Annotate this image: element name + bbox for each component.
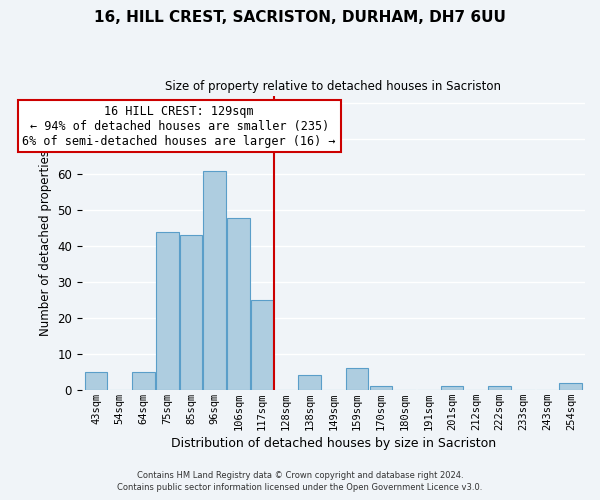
Bar [180, 236, 202, 390]
Y-axis label: Number of detached properties: Number of detached properties [38, 150, 52, 336]
Title: Size of property relative to detached houses in Sacriston: Size of property relative to detached ho… [166, 80, 502, 93]
Bar [227, 218, 250, 390]
Bar [132, 372, 155, 390]
Bar [251, 300, 274, 390]
Bar [346, 368, 368, 390]
Bar [370, 386, 392, 390]
Bar [298, 376, 321, 390]
X-axis label: Distribution of detached houses by size in Sacriston: Distribution of detached houses by size … [171, 437, 496, 450]
Bar [488, 386, 511, 390]
Text: 16 HILL CREST: 129sqm
← 94% of detached houses are smaller (235)
6% of semi-deta: 16 HILL CREST: 129sqm ← 94% of detached … [22, 104, 336, 148]
Bar [441, 386, 463, 390]
Text: 16, HILL CREST, SACRISTON, DURHAM, DH7 6UU: 16, HILL CREST, SACRISTON, DURHAM, DH7 6… [94, 10, 506, 25]
Bar [85, 372, 107, 390]
Bar [559, 382, 582, 390]
Text: Contains HM Land Registry data © Crown copyright and database right 2024.
Contai: Contains HM Land Registry data © Crown c… [118, 471, 482, 492]
Bar [156, 232, 179, 390]
Bar [203, 171, 226, 390]
